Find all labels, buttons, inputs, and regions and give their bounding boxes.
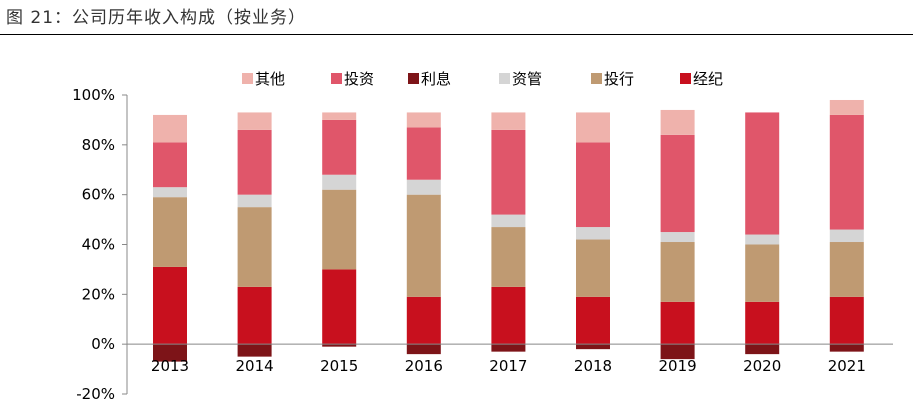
bar-segment-资管 bbox=[745, 234, 780, 245]
y-tick-label: -20% bbox=[76, 385, 115, 403]
bar-segment-其他 bbox=[576, 112, 610, 143]
legend-swatch bbox=[499, 73, 510, 84]
bar-segment-经纪 bbox=[576, 296, 610, 345]
bar-segment-利息 bbox=[153, 344, 187, 362]
bar-segment-其他 bbox=[153, 114, 187, 143]
bar-segment-投资 bbox=[406, 127, 441, 180]
y-tick-label: 20% bbox=[82, 285, 115, 303]
chart-title: 图 21：公司历年收入构成（按业务） bbox=[6, 8, 307, 28]
bar-segment-利息 bbox=[491, 344, 526, 352]
y-tick-label: 80% bbox=[82, 136, 115, 154]
bar-segment-其他 bbox=[237, 112, 272, 130]
legend-label: 经纪 bbox=[693, 70, 723, 88]
x-tick-label: 2013 bbox=[151, 357, 189, 375]
legend: 其他 投资 利息 资管 投行 经纪 bbox=[242, 70, 723, 88]
bar-segment-资管 bbox=[829, 229, 864, 243]
bar-segment-投资 bbox=[660, 134, 695, 233]
bar-segment-利息 bbox=[576, 344, 610, 350]
x-tick-label: 2018 bbox=[574, 357, 612, 375]
legend-label: 投资 bbox=[344, 70, 374, 88]
bar-segment-资管 bbox=[322, 174, 357, 190]
bar-segment-其他 bbox=[829, 99, 864, 115]
legend-label: 其他 bbox=[255, 70, 285, 88]
bar-segment-利息 bbox=[660, 344, 695, 360]
title-divider bbox=[0, 34, 913, 35]
bar-segment-其他 bbox=[491, 112, 526, 130]
bar-segment-投资 bbox=[237, 129, 272, 195]
bar-segment-投行 bbox=[576, 239, 610, 297]
legend-swatch bbox=[331, 73, 342, 84]
bar-segment-投资 bbox=[576, 142, 610, 228]
bar-segment-资管 bbox=[237, 194, 272, 208]
bar-segment-经纪 bbox=[406, 296, 441, 345]
bar-segment-投行 bbox=[491, 227, 526, 287]
bar-segment-其他 bbox=[660, 109, 695, 135]
bar-segment-投行 bbox=[406, 194, 441, 297]
x-axis: 2013 2014 2015 2016 2017 2018 2019 2020 2021 bbox=[127, 343, 893, 375]
bar-segment-投资 bbox=[745, 112, 780, 235]
bar-segment-其他 bbox=[322, 112, 357, 120]
x-tick-label: 2017 bbox=[489, 357, 527, 375]
y-tick-label: 60% bbox=[82, 186, 115, 204]
legend-swatch bbox=[242, 73, 253, 84]
legend-label: 利息 bbox=[421, 70, 451, 88]
bars bbox=[153, 99, 864, 362]
legend-swatch bbox=[591, 73, 602, 84]
y-axis: -20% 0% 20% 40% 60% 80% 100% bbox=[72, 86, 128, 403]
bar-segment-经纪 bbox=[829, 296, 864, 345]
x-tick-label: 2020 bbox=[743, 357, 781, 375]
bar-segment-投行 bbox=[745, 244, 780, 302]
x-tick-label: 2021 bbox=[828, 357, 866, 375]
x-tick-label: 2016 bbox=[405, 357, 443, 375]
bar-segment-投行 bbox=[237, 207, 272, 287]
x-tick-label: 2014 bbox=[236, 357, 274, 375]
legend-swatch bbox=[408, 73, 419, 84]
bar-segment-资管 bbox=[576, 227, 610, 240]
bar-segment-资管 bbox=[491, 214, 526, 228]
x-tick-label: 2019 bbox=[659, 357, 697, 375]
legend-label: 投行 bbox=[604, 70, 634, 88]
y-tick-label: 100% bbox=[72, 86, 115, 104]
bar-segment-资管 bbox=[406, 179, 441, 195]
bar-segment-投资 bbox=[829, 114, 864, 230]
legend-label: 资管 bbox=[512, 70, 542, 88]
bar-segment-经纪 bbox=[153, 266, 187, 345]
bar-segment-经纪 bbox=[237, 286, 272, 345]
bar-segment-利息 bbox=[237, 344, 272, 357]
bar-segment-投行 bbox=[322, 189, 357, 270]
bar-segment-利息 bbox=[322, 344, 357, 347]
x-tick-label: 2015 bbox=[320, 357, 358, 375]
bar-segment-经纪 bbox=[491, 286, 526, 345]
bar-segment-投资 bbox=[491, 129, 526, 215]
y-tick-label: 40% bbox=[82, 236, 115, 254]
bar-segment-资管 bbox=[660, 232, 695, 243]
bar-segment-利息 bbox=[406, 344, 441, 355]
bar-segment-投行 bbox=[829, 242, 864, 297]
bar-segment-其他 bbox=[406, 112, 441, 128]
bar-segment-经纪 bbox=[745, 301, 780, 345]
bar-segment-利息 bbox=[829, 344, 864, 352]
bar-segment-投资 bbox=[322, 119, 357, 175]
bar-segment-利息 bbox=[745, 344, 780, 355]
y-tick-label: 0% bbox=[91, 335, 115, 353]
legend-swatch bbox=[680, 73, 691, 84]
bar-segment-投行 bbox=[153, 197, 187, 267]
bar-segment-投资 bbox=[153, 142, 187, 188]
bar-segment-经纪 bbox=[660, 301, 695, 345]
bar-segment-经纪 bbox=[322, 269, 357, 345]
bar-segment-资管 bbox=[153, 187, 187, 198]
bar-segment-投行 bbox=[660, 242, 695, 302]
